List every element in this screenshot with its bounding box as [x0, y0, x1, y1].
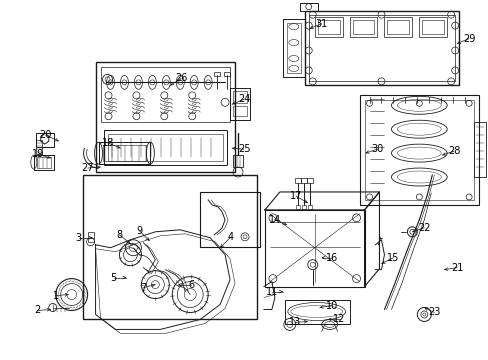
Bar — [294, 178, 300, 183]
Bar — [229, 88, 249, 120]
Text: 8: 8 — [116, 230, 122, 240]
Bar — [317, 20, 339, 33]
Text: 24: 24 — [237, 94, 250, 104]
Text: 26: 26 — [175, 73, 187, 84]
Text: 5: 5 — [110, 273, 117, 283]
Text: 3: 3 — [76, 233, 81, 243]
Text: 11: 11 — [265, 287, 278, 297]
Bar — [107, 134, 223, 161]
Text: 17: 17 — [289, 191, 302, 201]
Text: 23: 23 — [427, 307, 440, 318]
Bar — [300, 178, 306, 183]
Bar — [307, 205, 311, 209]
Bar — [352, 20, 374, 33]
Bar — [285, 300, 349, 324]
Text: 21: 21 — [450, 263, 463, 273]
Bar — [306, 178, 312, 183]
Text: 14: 14 — [268, 215, 281, 225]
Bar — [101, 67, 229, 122]
Bar — [419, 17, 447, 37]
Text: 27: 27 — [81, 163, 94, 173]
Bar — [99, 142, 150, 164]
Bar — [304, 11, 458, 85]
Bar — [233, 91, 246, 103]
Bar — [103, 130, 226, 165]
Text: 15: 15 — [386, 253, 399, 263]
Bar — [308, 15, 454, 81]
Text: 7: 7 — [140, 283, 146, 293]
Text: 30: 30 — [370, 144, 383, 154]
Bar — [34, 155, 54, 170]
Bar — [299, 3, 317, 11]
Text: 16: 16 — [325, 253, 337, 263]
Bar — [36, 140, 41, 154]
Bar — [282, 19, 304, 77]
Text: 22: 22 — [417, 223, 429, 233]
Bar — [233, 155, 243, 167]
Bar — [301, 205, 305, 209]
Bar — [314, 17, 342, 37]
Text: 19: 19 — [32, 149, 44, 159]
Text: 20: 20 — [40, 130, 52, 140]
Text: 12: 12 — [333, 314, 345, 324]
Text: 4: 4 — [227, 232, 234, 242]
Bar — [82, 175, 256, 319]
Text: 13: 13 — [288, 318, 300, 328]
Text: 18: 18 — [102, 138, 114, 148]
Bar — [295, 205, 299, 209]
Bar — [364, 100, 473, 200]
Bar — [233, 106, 246, 116]
Text: 2: 2 — [35, 306, 41, 315]
Bar — [37, 157, 51, 168]
Text: 29: 29 — [462, 33, 474, 44]
Text: 25: 25 — [237, 144, 250, 154]
Bar — [87, 232, 93, 242]
Bar — [200, 192, 260, 247]
Bar — [286, 23, 300, 73]
Text: 10: 10 — [325, 301, 337, 311]
Bar — [264, 210, 364, 287]
Bar — [384, 17, 411, 37]
Text: 31: 31 — [315, 19, 327, 28]
Bar — [36, 133, 54, 147]
Text: 9: 9 — [136, 226, 142, 236]
Bar — [224, 72, 229, 76]
Bar — [386, 20, 408, 33]
Bar — [422, 20, 443, 33]
Text: 6: 6 — [188, 280, 194, 289]
Bar — [95, 62, 235, 172]
Bar — [359, 95, 478, 205]
Bar — [473, 122, 485, 177]
Text: 1: 1 — [53, 291, 59, 301]
Bar — [214, 72, 220, 76]
Bar — [349, 17, 377, 37]
Bar — [102, 145, 146, 161]
Text: 28: 28 — [447, 146, 459, 156]
